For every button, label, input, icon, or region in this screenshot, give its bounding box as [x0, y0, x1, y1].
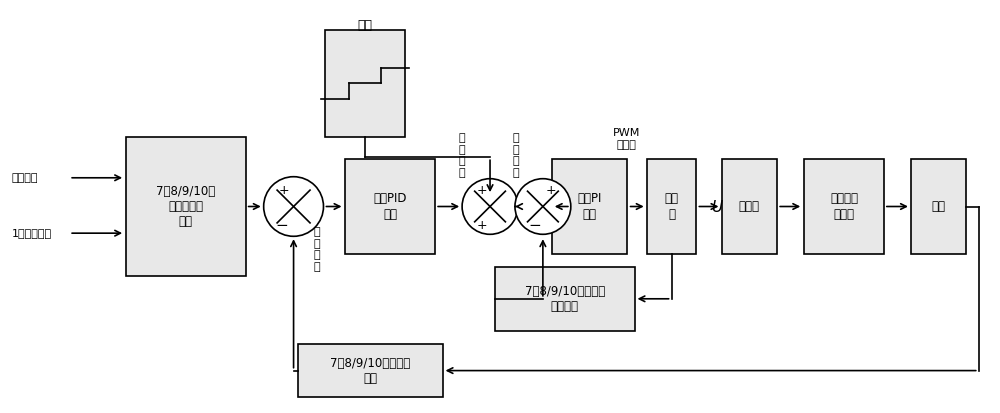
Text: 油缸及传
动杆系: 油缸及传 动杆系: [830, 192, 858, 221]
Bar: [325, 30, 405, 137]
Text: −: −: [529, 218, 541, 233]
Text: +: +: [477, 219, 487, 232]
Bar: [911, 159, 966, 254]
Text: 1桥实际转角: 1桥实际转角: [11, 228, 51, 238]
Ellipse shape: [462, 179, 518, 234]
Text: −: −: [275, 218, 288, 233]
Bar: [345, 159, 435, 254]
Text: +: +: [477, 184, 487, 197]
Text: 7（8/9/10）桥实际
转角: 7（8/9/10）桥实际 转角: [330, 356, 410, 385]
Text: PWM
占空比: PWM 占空比: [613, 128, 640, 150]
Bar: [552, 159, 627, 254]
Bar: [298, 344, 443, 397]
Text: 期
望
电
流: 期 望 电 流: [459, 133, 465, 178]
Bar: [804, 159, 884, 254]
Text: 7（8/9/10）
桥目标转角
规划: 7（8/9/10） 桥目标转角 规划: [156, 185, 215, 228]
Text: 转
角
偏
差: 转 角 偏 差: [313, 227, 320, 272]
Text: 分段PID
算法: 分段PID 算法: [374, 192, 407, 221]
Text: 分段PI
算法: 分段PI 算法: [578, 192, 602, 221]
Bar: [647, 159, 696, 254]
Text: +: +: [278, 184, 289, 197]
Text: 死区: 死区: [358, 19, 373, 32]
Text: +: +: [546, 184, 556, 197]
Text: 车轮: 车轮: [932, 200, 946, 213]
Text: 电信
号: 电信 号: [665, 192, 679, 221]
Ellipse shape: [515, 179, 571, 234]
Text: 电
流
偏
差: 电 流 偏 差: [513, 133, 519, 178]
Ellipse shape: [264, 177, 323, 236]
Bar: [126, 137, 246, 276]
Text: $U$: $U$: [711, 199, 724, 214]
Text: 7（8/9/10）比例阀
反馈电流: 7（8/9/10）比例阀 反馈电流: [525, 285, 605, 313]
Bar: [495, 267, 635, 330]
Text: 车速信号: 车速信号: [11, 173, 38, 183]
Bar: [722, 159, 777, 254]
Text: 比例阀: 比例阀: [739, 200, 760, 213]
